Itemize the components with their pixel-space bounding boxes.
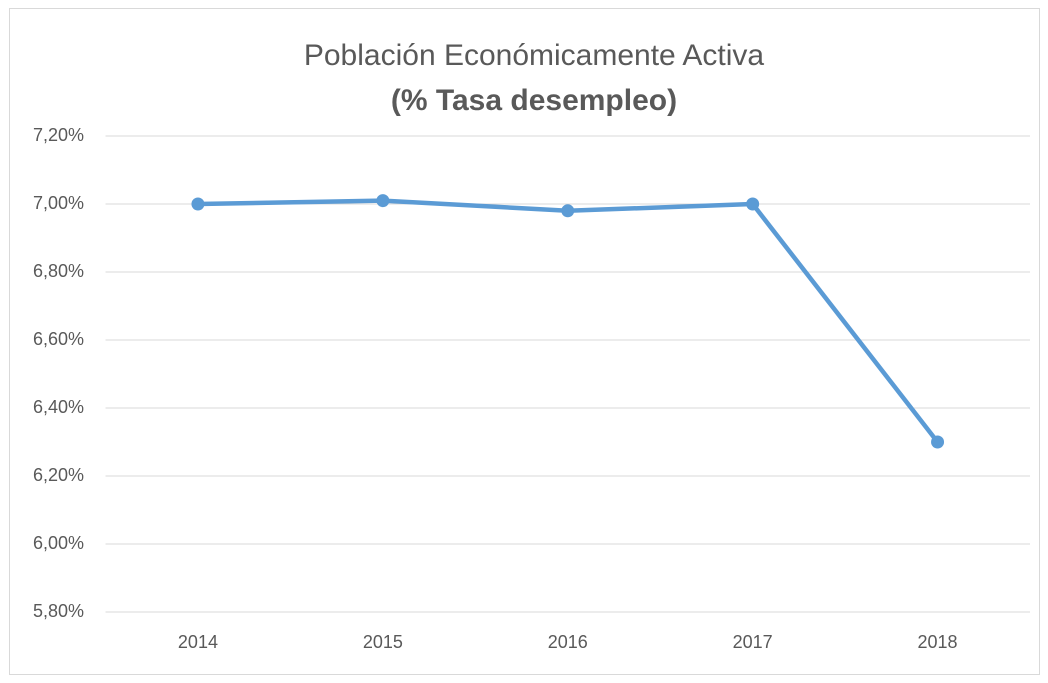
x-tick-label: 2016 [548,632,588,652]
y-tick-label: 7,20% [33,125,84,145]
data-point [746,197,760,211]
y-tick-label: 6,20% [33,465,84,485]
data-point [931,435,945,449]
x-tick-label: 2018 [918,632,958,652]
data-point [376,194,390,208]
chart-border [9,8,1040,675]
y-tick-label: 5,80% [33,601,84,621]
y-tick-label: 6,40% [33,397,84,417]
y-tick-label: 6,80% [33,261,84,281]
x-tick-label: 2015 [363,632,403,652]
data-point [191,197,205,211]
chart-title: Población Económicamente Activa [304,39,765,72]
y-tick-label: 6,00% [33,533,84,553]
x-tick-label: 2014 [178,632,218,652]
chart-subtitle: (% Tasa desempleo) [391,84,677,117]
x-tick-label: 2017 [733,632,773,652]
y-tick-label: 7,00% [33,193,84,213]
data-point [561,204,575,218]
y-tick-label: 6,60% [33,329,84,349]
